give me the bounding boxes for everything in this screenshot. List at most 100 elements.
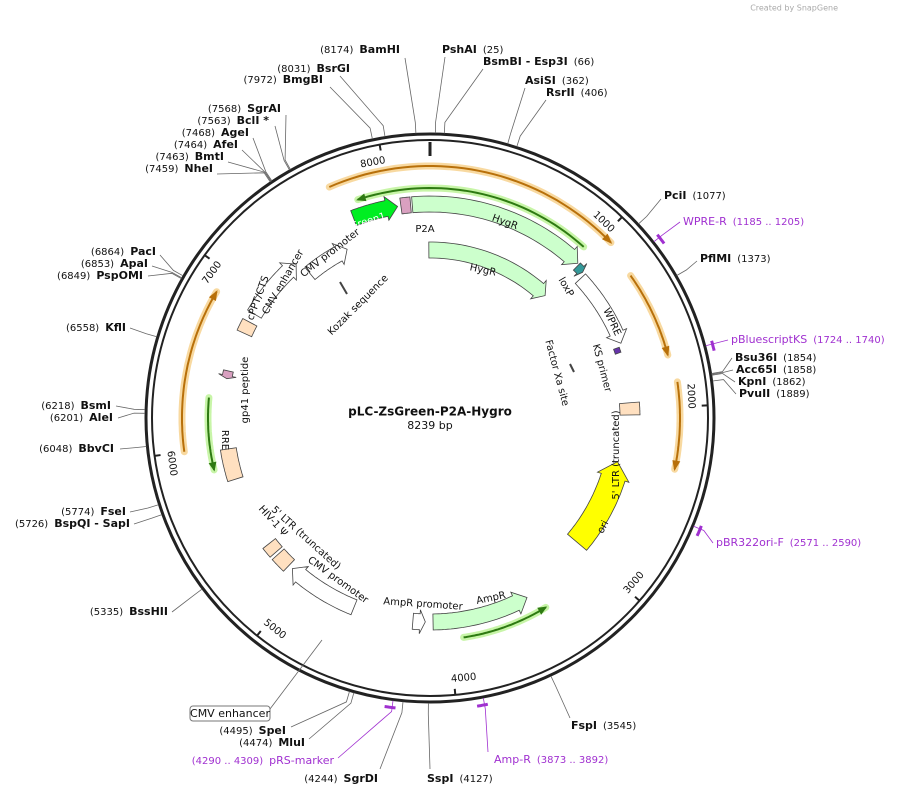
primer (695, 525, 703, 537)
feature (262, 538, 283, 558)
leader-line (712, 379, 737, 395)
label-part: (7464) (174, 140, 207, 151)
label-part: (6864) (91, 247, 124, 258)
tick-label: 7000 (201, 259, 225, 286)
credit: Created by SnapGene (750, 4, 838, 13)
site-label: (6864) PacI (91, 245, 156, 258)
feature-label: HygR (469, 262, 497, 278)
site-label: (5726) BspQI - SapI (15, 517, 130, 530)
feature (350, 195, 399, 227)
label-part: AgeI (221, 126, 249, 139)
feature-label: loxP (556, 276, 576, 299)
label-part: SgrDI (344, 772, 378, 785)
site-label: AsiSI (362) (525, 74, 589, 87)
label-part: (6849) (57, 271, 90, 282)
label-part: NheI (184, 162, 213, 175)
arc-head (208, 461, 217, 472)
backbone-outer (144, 132, 716, 704)
site-label: (6201) AleI (50, 411, 113, 424)
tick-label: 3000 (622, 570, 647, 596)
label-part: (66) (574, 57, 595, 68)
site-label: (6853) ApaI (81, 257, 148, 270)
label-part: (1724 .. 1740) (813, 335, 885, 346)
label-part: PshAI (442, 43, 477, 56)
label-part: (4474) (239, 738, 272, 749)
label-part: BspQI - SapI (54, 517, 130, 530)
leader-line (404, 57, 417, 134)
tick (154, 454, 161, 457)
feature (569, 363, 575, 373)
arc-line (357, 186, 585, 248)
arc-line (629, 275, 669, 356)
label-part: pBluescriptKS (731, 333, 807, 346)
site-label: (7468) AgeI (182, 126, 249, 139)
tick (378, 144, 382, 151)
arc-line (181, 291, 218, 452)
length: 8239 bp (407, 419, 452, 432)
leader-line (117, 412, 146, 419)
leader-line (159, 254, 184, 277)
leader-line (339, 75, 386, 137)
label-part: (1862) (772, 377, 805, 388)
label-part: SpeI (259, 724, 286, 737)
feature (271, 548, 296, 572)
site-label: (5335) BssHII (90, 605, 168, 618)
label-part: (7468) (182, 128, 215, 139)
tick-label: 5000 (261, 617, 288, 641)
site-label: pBluescriptKS (1724 .. 1740) (731, 333, 885, 346)
label-part: pRS-marker (269, 754, 334, 767)
site-label: (7563) BclI * (197, 114, 269, 127)
leader-line (507, 87, 526, 144)
label-part: (2571 .. 2590) (790, 538, 862, 549)
feature (572, 262, 588, 277)
site-label: Bsu36I (1854) (735, 351, 817, 364)
site-label: KpnI (1862) (738, 375, 806, 388)
leader-line (482, 697, 489, 753)
label-part: (4495) (219, 726, 252, 737)
label-part: BssHII (129, 605, 168, 618)
leader-line (216, 172, 271, 183)
feature (291, 565, 358, 616)
site-label: (7459) NheI (145, 162, 213, 175)
site-label: FspI (3545) (571, 719, 636, 732)
label-part: ApaI (120, 257, 148, 270)
label-part: PspOMI (96, 269, 143, 282)
feature (432, 591, 528, 631)
site-label: RsrII (406) (546, 86, 608, 99)
leader-line (516, 99, 547, 147)
site-label: (4290 .. 4309) pRS-marker (192, 754, 335, 767)
label-part: (8174) (320, 45, 353, 56)
label-part: (1858) (783, 365, 816, 376)
label-part: AleI (89, 411, 113, 424)
leader-line (269, 639, 323, 710)
feature-label: 5' LTR (truncated) (611, 410, 622, 499)
label-part: SspI (427, 772, 453, 785)
leader-line (427, 702, 431, 770)
feature (411, 609, 426, 634)
site-label: PvuII (1889) (739, 387, 810, 400)
site-label: (6048) BbvCI (39, 442, 114, 455)
leader-line (129, 504, 159, 513)
label-part: SgrAI (247, 102, 281, 115)
label-part: (4244) (304, 774, 337, 785)
label-part: (3873 .. 3892) (537, 755, 609, 766)
leader-line (227, 161, 272, 182)
label-part: FseI (100, 505, 126, 518)
label-part: (6201) (50, 413, 83, 424)
label-part: BamHI (359, 43, 400, 56)
site-label: (7463) BmtI (156, 150, 224, 163)
label-part: (7568) (208, 104, 241, 115)
site-label: (4244) SgrDI (304, 772, 378, 785)
feature (236, 317, 258, 338)
site-label: BsmBI - Esp3I (66) (483, 55, 594, 68)
leader-line (676, 260, 698, 276)
backbone-inner (151, 139, 709, 697)
label-part: (406) (581, 88, 608, 99)
arc-head (356, 193, 367, 202)
arc-line (207, 397, 216, 471)
site-label: PshAI (25) (442, 43, 503, 56)
leader-line (308, 692, 355, 740)
label-part: BmtI (195, 150, 224, 163)
label-part: PciI (664, 189, 686, 202)
